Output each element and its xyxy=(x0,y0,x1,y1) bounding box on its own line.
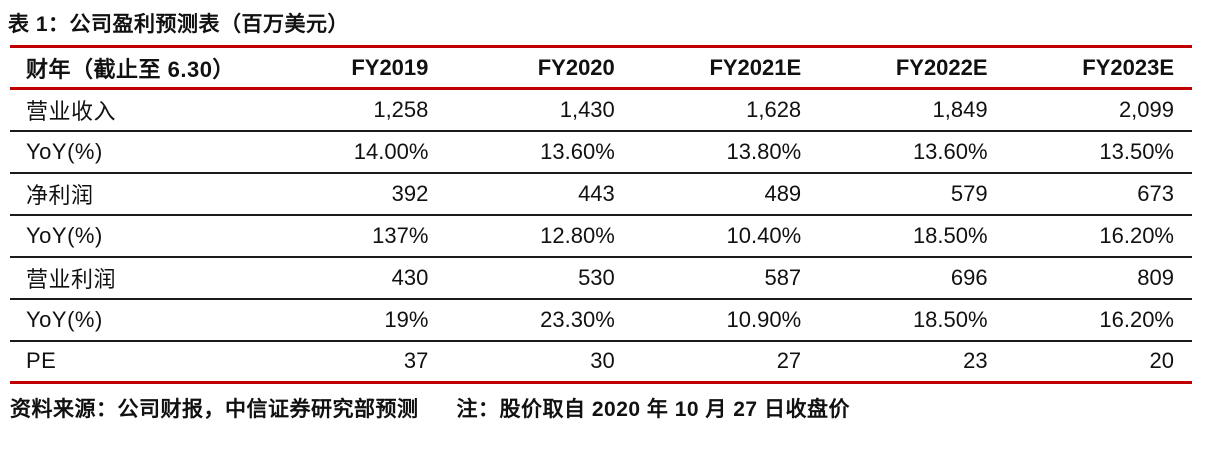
table-cell: 23.30% xyxy=(540,306,615,332)
row-label: 营业收入 xyxy=(26,98,117,124)
table-cell: 1,258 xyxy=(373,96,429,122)
table-cell: 2,099 xyxy=(1118,96,1174,122)
table-cell: 18.50% xyxy=(912,222,988,248)
table-cell: 1,430 xyxy=(559,96,615,122)
table-title: 表 1：公司盈利预测表（百万美元） xyxy=(8,13,350,36)
header-fy2023e: FY2023E xyxy=(1005,46,1192,90)
table-cell: 16.20% xyxy=(1099,222,1174,248)
header-fy2021e: FY2021E xyxy=(632,46,820,90)
table-cell: 696 xyxy=(950,264,988,290)
source-text: 资料来源：公司财报，中信证券研究部预测 xyxy=(10,398,419,421)
table-row-revenue-yoy: YoY(%) 14.00% 13.60% 13.80% 13.60% 13.50… xyxy=(10,131,1192,173)
table-cell: 809 xyxy=(1137,264,1174,290)
table-cell: 12.80% xyxy=(540,222,615,248)
row-label: YoY(%) xyxy=(26,222,103,248)
earnings-forecast-table: 财年（截止至 6.30） FY2019 FY2020 FY2021E FY202… xyxy=(10,45,1192,384)
table-cell: 673 xyxy=(1137,180,1174,206)
header-fy2022e: FY2022E xyxy=(819,46,1006,90)
table-cell: 137% xyxy=(372,222,429,248)
table-header: 财年（截止至 6.30） FY2019 FY2020 FY2021E FY202… xyxy=(10,46,1192,90)
table-cell: 10.90% xyxy=(726,306,802,332)
table-cell: 430 xyxy=(391,264,429,290)
table-row-revenue: 营业收入 1,258 1,430 1,628 1,849 2,099 xyxy=(10,89,1192,131)
table-cell: 579 xyxy=(950,180,988,206)
row-label: 净利润 xyxy=(26,182,94,208)
row-label: PE xyxy=(26,348,57,374)
table-row-operating-profit: 营业利润 430 530 587 696 809 xyxy=(10,257,1192,299)
note-text: 注：股价取自 2020 年 10 月 27 日收盘价 xyxy=(456,398,850,421)
table-cell: 587 xyxy=(764,264,802,290)
table-cell: 14.00% xyxy=(353,138,429,164)
row-label: 营业利润 xyxy=(26,266,117,292)
header-fy2020: FY2020 xyxy=(446,46,633,90)
row-label: YoY(%) xyxy=(26,138,103,164)
table-cell: 443 xyxy=(578,180,615,206)
table-cell: 20 xyxy=(1149,348,1174,374)
table-cell: 1,628 xyxy=(746,96,802,122)
report-table-snippet: 表 1：公司盈利预测表（百万美元） 财年（截止至 6.30） FY2019 FY… xyxy=(8,13,1216,423)
table-cell: 13.50% xyxy=(1099,138,1174,164)
table-row-operating-profit-yoy: YoY(%) 19% 23.30% 10.90% 18.50% 16.20% xyxy=(10,299,1192,341)
table-body: 营业收入 1,258 1,430 1,628 1,849 2,099 YoY(%… xyxy=(10,89,1192,383)
table-cell: 27 xyxy=(776,348,802,374)
table-cell: 10.40% xyxy=(726,222,802,248)
table-footnote: 资料来源：公司财报，中信证券研究部预测 注：股价取自 2020 年 10 月 27… xyxy=(10,393,1216,423)
table-row-net-profit-yoy: YoY(%) 137% 12.80% 10.40% 18.50% 16.20% xyxy=(10,215,1192,257)
header-row: 财年（截止至 6.30） FY2019 FY2020 FY2021E FY202… xyxy=(10,46,1192,90)
table-row-net-profit: 净利润 392 443 489 579 673 xyxy=(10,173,1192,215)
header-fy2019: FY2019 xyxy=(260,46,447,90)
table-row-pe: PE 37 30 27 23 20 xyxy=(10,341,1192,383)
table-cell: 1,849 xyxy=(932,96,988,122)
table-cell: 37 xyxy=(403,348,429,374)
row-label: YoY(%) xyxy=(26,306,103,332)
table-cell: 13.60% xyxy=(540,138,615,164)
table-cell: 530 xyxy=(578,264,615,290)
table-cell: 13.80% xyxy=(726,138,802,164)
table-cell: 23 xyxy=(963,348,988,374)
header-fiscal-year: 财年（截止至 6.30） xyxy=(10,46,260,90)
table-cell: 18.50% xyxy=(912,306,988,332)
table-cell: 16.20% xyxy=(1099,306,1174,332)
table-cell: 392 xyxy=(391,180,429,206)
table-cell: 30 xyxy=(590,348,615,374)
table-cell: 13.60% xyxy=(912,138,988,164)
table-cell: 19% xyxy=(384,306,429,332)
table-cell: 489 xyxy=(764,180,802,206)
